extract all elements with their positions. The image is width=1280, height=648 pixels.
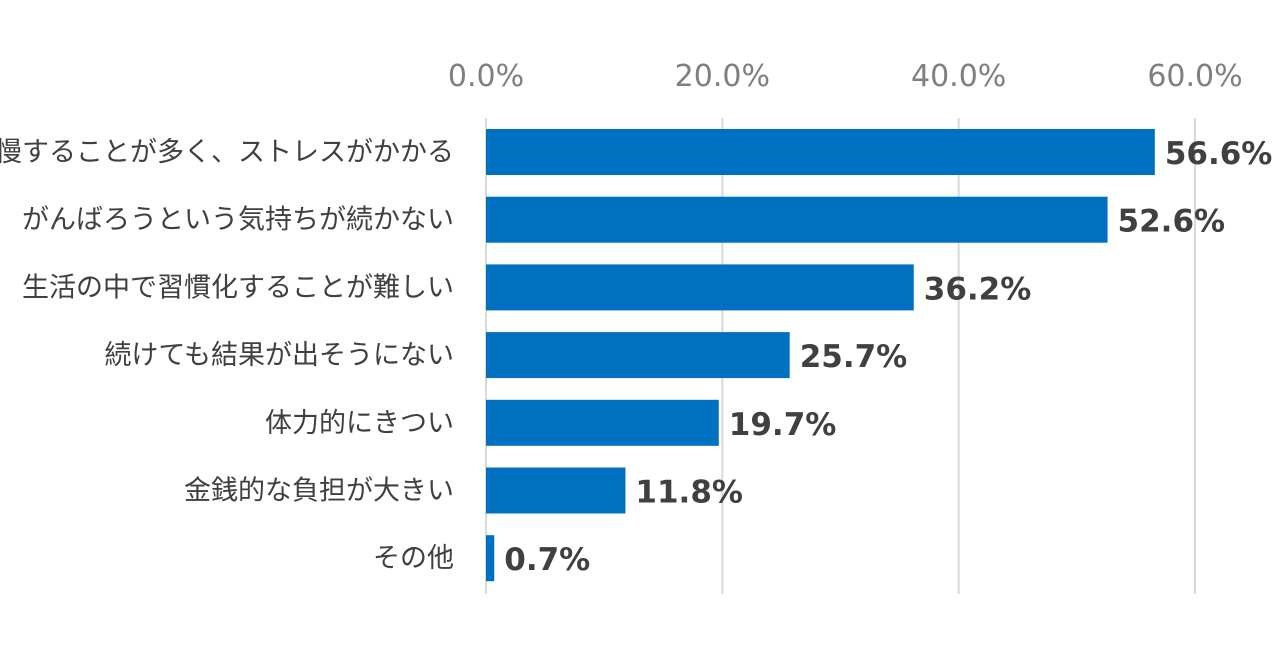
category-label: 我慢することが多く、ストレスがかかる	[0, 137, 454, 168]
bar	[486, 129, 1155, 175]
data-label: 19.7%	[729, 407, 837, 443]
bar	[486, 332, 790, 379]
bar	[486, 264, 914, 311]
category-label: 金銭的な負担が大きい	[184, 476, 454, 507]
data-label: 11.8%	[635, 475, 743, 511]
category-labels: 我慢することが多く、ストレスがかかるがんばろうという気持ちが続かない生活の中で習…	[0, 137, 454, 574]
category-label: その他	[373, 543, 454, 574]
bar	[486, 399, 719, 446]
category-label: 続けても結果が出そうにない	[104, 340, 454, 371]
bar	[486, 535, 495, 582]
category-label: 体力的にきつい	[265, 408, 454, 439]
data-label: 52.6%	[1118, 204, 1226, 240]
data-labels: 56.6% 52.6% 36.2% 25.7% 19.7% 11.8% 0.7%	[504, 136, 1272, 578]
data-label: 56.6%	[1165, 136, 1273, 172]
x-tick-label: 60.0%	[1147, 59, 1242, 94]
data-label: 0.7%	[504, 542, 590, 578]
bars	[486, 129, 1155, 582]
data-label: 25.7%	[800, 339, 908, 375]
category-label: がんばろうという気持ちが続かない	[22, 205, 454, 236]
category-label: 生活の中で習慣化することが難しい	[22, 272, 454, 303]
x-tick-label: 40.0%	[911, 59, 1006, 94]
x-tick-label: 20.0%	[675, 59, 770, 94]
data-label: 36.2%	[924, 271, 1032, 307]
x-axis-ticks: 0.0% 20.0% 40.0% 60.0%	[448, 59, 1243, 94]
bar	[486, 467, 626, 514]
x-tick-label: 0.0%	[448, 59, 524, 94]
bar	[486, 196, 1108, 243]
